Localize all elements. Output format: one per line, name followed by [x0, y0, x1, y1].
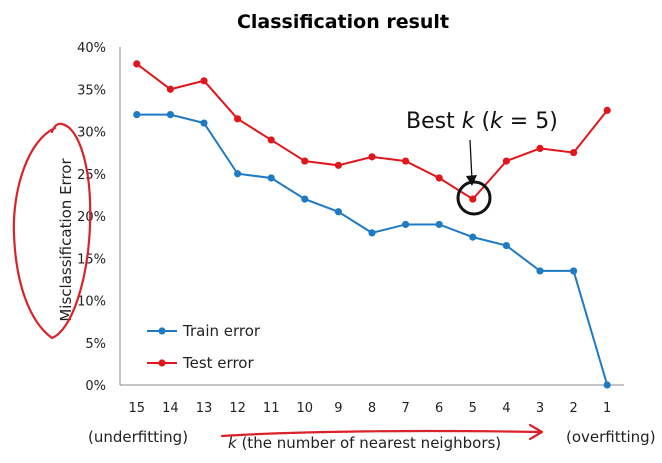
data-point [200, 77, 208, 85]
annotation-arrow [469, 139, 473, 181]
annotation-arrowhead [466, 175, 477, 186]
x-tick-label: 8 [368, 401, 376, 416]
y-tick-label: 30% [77, 126, 106, 141]
x-tick-label: 1 [603, 401, 611, 416]
data-point [166, 111, 174, 119]
y-tick-label: 35% [77, 83, 106, 98]
x-tick-label: 5 [469, 401, 477, 416]
legend-item: Train error [147, 322, 261, 340]
y-tick-label: 10% [77, 295, 106, 310]
handwritten-marks [12, 122, 544, 441]
y-tick-label: 40% [77, 41, 106, 56]
y-tick-label: 0% [85, 379, 106, 394]
x-tick-label: 4 [502, 401, 510, 416]
overfitting-note: (overfitting) [566, 428, 656, 446]
series-test-error [133, 60, 611, 203]
series-train-error [133, 111, 611, 389]
data-point [234, 170, 242, 178]
data-point [234, 115, 242, 123]
x-tick-label: 14 [162, 401, 179, 416]
data-point [536, 267, 544, 275]
data-point [402, 220, 410, 229]
data-point [469, 195, 477, 203]
x-tick-label: 7 [401, 401, 409, 416]
y-tick-label: 5% [85, 337, 106, 352]
data-point [603, 381, 611, 389]
data-point [368, 153, 376, 161]
legend: Train error Test error [147, 322, 261, 372]
data-point [133, 111, 141, 119]
x-tick-label: 11 [263, 401, 280, 416]
y-axis-label: Misclassification Error [57, 158, 75, 322]
y-tick-labels: 0% 5% 10% 15% 20% 25% 30% 35% 40% [77, 41, 106, 394]
data-point [301, 157, 309, 165]
y-tick-label: 15% [77, 252, 106, 267]
series-layer [133, 60, 611, 389]
x-tick-label: 3 [536, 401, 544, 416]
x-tick-label: 15 [129, 401, 146, 416]
chart-title: Classification result [237, 11, 449, 33]
axes [119, 47, 624, 386]
x-tick-label: 9 [334, 401, 342, 416]
y-tick-label: 25% [77, 168, 106, 183]
data-point [267, 136, 275, 144]
data-point [570, 267, 578, 275]
data-point [334, 208, 342, 216]
data-point [368, 229, 376, 237]
legend-item: Test error [147, 354, 254, 372]
annotation-text: Best k (k = 5) [406, 109, 558, 134]
data-point [402, 157, 410, 165]
data-point [435, 174, 443, 182]
legend-label: Train error [182, 322, 261, 340]
data-point [200, 119, 208, 127]
y-tick-label: 20% [77, 210, 106, 225]
data-point [267, 174, 275, 182]
legend-label: Test error [182, 354, 254, 372]
data-point [301, 195, 309, 203]
data-point [469, 233, 477, 241]
underfitting-note: (underfitting) [88, 428, 188, 446]
best-k-annotation: Best k (k = 5) [406, 109, 558, 216]
best-k-circle [456, 180, 492, 216]
data-point [570, 149, 578, 157]
data-point [133, 60, 141, 68]
data-point [435, 220, 443, 229]
x-axis-label: k (the number of nearest neighbors) [228, 434, 501, 452]
legend-swatch-marker [158, 327, 166, 335]
x-tick-label: 10 [297, 401, 314, 416]
data-point [502, 157, 510, 165]
data-point [166, 85, 174, 93]
data-point [536, 144, 544, 152]
handwritten-arrow-shaft [220, 429, 542, 438]
x-tick-label: 12 [229, 401, 246, 416]
x-tick-label: 6 [435, 401, 443, 416]
x-tick-labels: 15 14 13 12 11 10 9 8 7 6 5 4 3 2 1 [129, 401, 612, 416]
data-point [502, 241, 510, 250]
legend-swatch-marker [158, 359, 166, 367]
handwritten-arrow-head [528, 423, 544, 441]
x-tick-label: 13 [196, 401, 213, 416]
data-point [603, 106, 611, 114]
data-point [334, 161, 342, 169]
handwritten-ellipse [12, 122, 92, 340]
x-tick-label: 2 [569, 401, 577, 416]
